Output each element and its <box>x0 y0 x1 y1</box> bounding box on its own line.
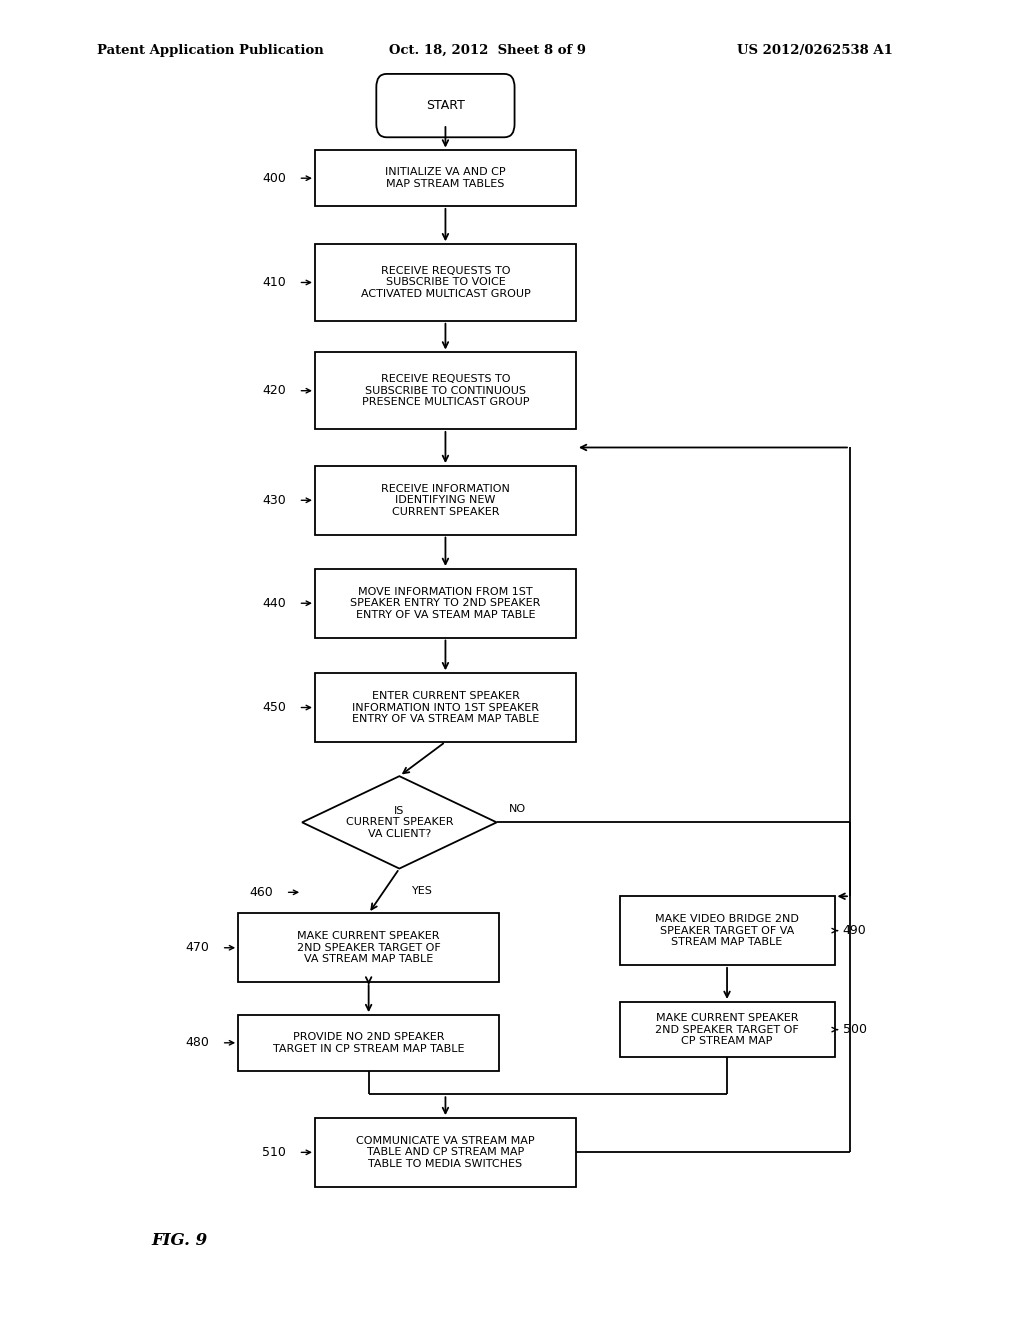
FancyBboxPatch shape <box>315 352 575 429</box>
Text: YES: YES <box>412 886 432 896</box>
FancyBboxPatch shape <box>620 1002 835 1057</box>
Text: MAKE CURRENT SPEAKER
2ND SPEAKER TARGET OF
VA STREAM MAP TABLE: MAKE CURRENT SPEAKER 2ND SPEAKER TARGET … <box>297 931 440 965</box>
Text: 440: 440 <box>262 597 286 610</box>
FancyBboxPatch shape <box>315 569 575 638</box>
Text: MAKE VIDEO BRIDGE 2ND
SPEAKER TARGET OF VA
STREAM MAP TABLE: MAKE VIDEO BRIDGE 2ND SPEAKER TARGET OF … <box>655 913 799 948</box>
Text: COMMUNICATE VA STREAM MAP
TABLE AND CP STREAM MAP
TABLE TO MEDIA SWITCHES: COMMUNICATE VA STREAM MAP TABLE AND CP S… <box>356 1135 535 1170</box>
Text: ENTER CURRENT SPEAKER
INFORMATION INTO 1ST SPEAKER
ENTRY OF VA STREAM MAP TABLE: ENTER CURRENT SPEAKER INFORMATION INTO 1… <box>352 690 539 725</box>
Text: 500: 500 <box>843 1023 866 1036</box>
Polygon shape <box>302 776 497 869</box>
Text: 420: 420 <box>262 384 286 397</box>
Text: RECEIVE REQUESTS TO
SUBSCRIBE TO CONTINUOUS
PRESENCE MULTICAST GROUP: RECEIVE REQUESTS TO SUBSCRIBE TO CONTINU… <box>361 374 529 408</box>
Text: US 2012/0262538 A1: US 2012/0262538 A1 <box>737 44 893 57</box>
FancyBboxPatch shape <box>315 466 575 535</box>
Text: 470: 470 <box>185 941 209 954</box>
Text: START: START <box>426 99 465 112</box>
Text: 480: 480 <box>185 1036 209 1049</box>
Text: 400: 400 <box>262 172 286 185</box>
FancyBboxPatch shape <box>238 1015 500 1071</box>
FancyBboxPatch shape <box>377 74 514 137</box>
Text: INITIALIZE VA AND CP
MAP STREAM TABLES: INITIALIZE VA AND CP MAP STREAM TABLES <box>385 168 506 189</box>
FancyBboxPatch shape <box>315 1118 575 1187</box>
FancyBboxPatch shape <box>238 913 500 982</box>
Text: Patent Application Publication: Patent Application Publication <box>97 44 324 57</box>
FancyBboxPatch shape <box>315 150 575 206</box>
Text: MAKE CURRENT SPEAKER
2ND SPEAKER TARGET OF
CP STREAM MAP: MAKE CURRENT SPEAKER 2ND SPEAKER TARGET … <box>655 1012 799 1047</box>
Text: RECEIVE INFORMATION
IDENTIFYING NEW
CURRENT SPEAKER: RECEIVE INFORMATION IDENTIFYING NEW CURR… <box>381 483 510 517</box>
Text: 410: 410 <box>262 276 286 289</box>
Text: Oct. 18, 2012  Sheet 8 of 9: Oct. 18, 2012 Sheet 8 of 9 <box>389 44 586 57</box>
Text: IS
CURRENT SPEAKER
VA CLIENT?: IS CURRENT SPEAKER VA CLIENT? <box>346 805 453 840</box>
Text: 460: 460 <box>250 886 273 899</box>
Text: MOVE INFORMATION FROM 1ST
SPEAKER ENTRY TO 2ND SPEAKER
ENTRY OF VA STEAM MAP TAB: MOVE INFORMATION FROM 1ST SPEAKER ENTRY … <box>350 586 541 620</box>
Text: PROVIDE NO 2ND SPEAKER
TARGET IN CP STREAM MAP TABLE: PROVIDE NO 2ND SPEAKER TARGET IN CP STRE… <box>272 1032 465 1053</box>
FancyBboxPatch shape <box>620 896 835 965</box>
Text: 450: 450 <box>262 701 286 714</box>
Text: FIG. 9: FIG. 9 <box>152 1233 207 1249</box>
FancyBboxPatch shape <box>315 673 575 742</box>
Text: 510: 510 <box>262 1146 286 1159</box>
Text: 430: 430 <box>262 494 286 507</box>
FancyBboxPatch shape <box>315 244 575 321</box>
Text: RECEIVE REQUESTS TO
SUBSCRIBE TO VOICE
ACTIVATED MULTICAST GROUP: RECEIVE REQUESTS TO SUBSCRIBE TO VOICE A… <box>360 265 530 300</box>
Text: 490: 490 <box>843 924 866 937</box>
Text: NO: NO <box>509 804 526 814</box>
